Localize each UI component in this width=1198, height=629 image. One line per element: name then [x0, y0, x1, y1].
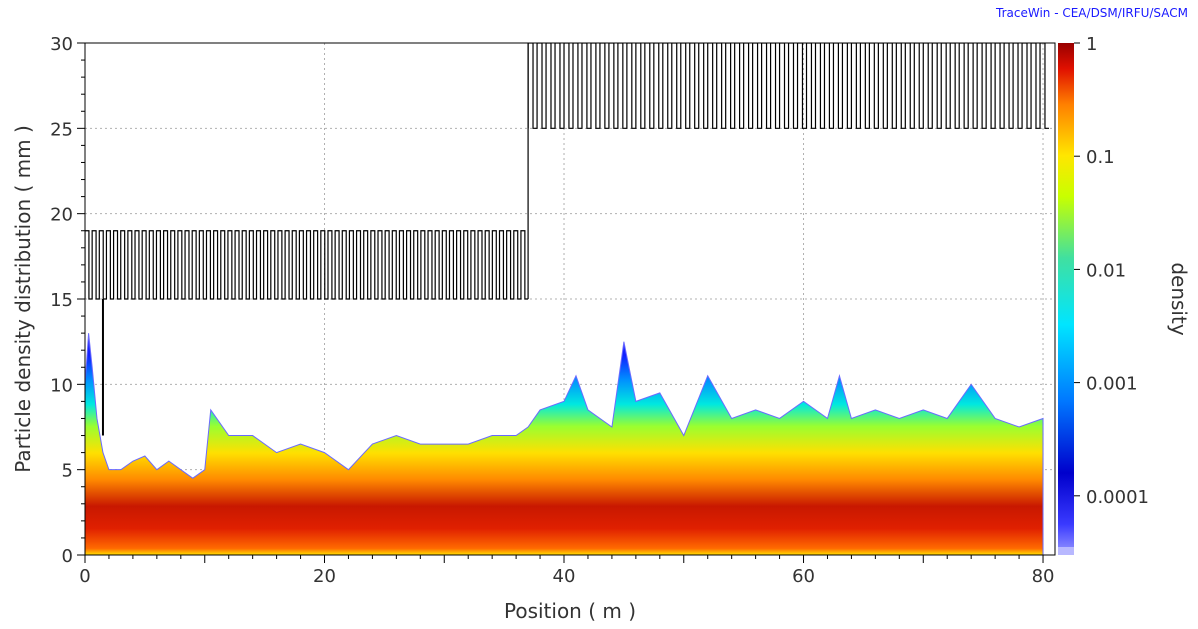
y-tick-label: 15 [50, 290, 73, 311]
x-axis-label: Position ( m ) [504, 599, 636, 623]
y-tick-label: 0 [62, 546, 73, 567]
y-tick-label: 10 [50, 375, 73, 396]
colorbar-tick-label: 1 [1086, 34, 1097, 55]
beam-density-area [85, 333, 1044, 555]
colorbar-tick-label: 0.01 [1086, 260, 1126, 281]
y-tick-label: 5 [62, 461, 73, 482]
colorbar-white-tail [1058, 547, 1074, 555]
x-tick-label: 0 [79, 566, 90, 587]
y-tick-label: 25 [50, 119, 73, 140]
aperture-segment [527, 43, 1050, 129]
colorbar-tick-label: 0.1 [1086, 147, 1115, 168]
colorbar-tick-label: 0.0001 [1086, 487, 1149, 508]
x-tick-label: 80 [1032, 566, 1055, 587]
aperture-segment [85, 230, 529, 300]
beam-envelope [85, 333, 1044, 555]
colorbar-label: density [1167, 262, 1191, 335]
colorbar [1058, 43, 1074, 555]
colorbar-ticks: 1 0.1 0.01 0.001 0.0001 [1074, 34, 1149, 508]
x-axis-ticks: 0 20 40 60 80 [79, 555, 1054, 587]
y-axis-label: Particle density distribution ( mm ) [11, 125, 35, 473]
x-tick-label: 60 [792, 566, 815, 587]
colorbar-tick-label: 0.001 [1086, 374, 1138, 395]
y-tick-label: 20 [50, 205, 73, 226]
x-tick-label: 40 [553, 566, 576, 587]
x-tick-label: 20 [313, 566, 336, 587]
y-tick-label: 30 [50, 34, 73, 55]
software-credit: TraceWin - CEA/DSM/IRFU/SACM [996, 6, 1188, 20]
aperture-outline [85, 43, 1050, 436]
y-axis-ticks: 0 5 10 15 20 25 30 [50, 34, 85, 567]
